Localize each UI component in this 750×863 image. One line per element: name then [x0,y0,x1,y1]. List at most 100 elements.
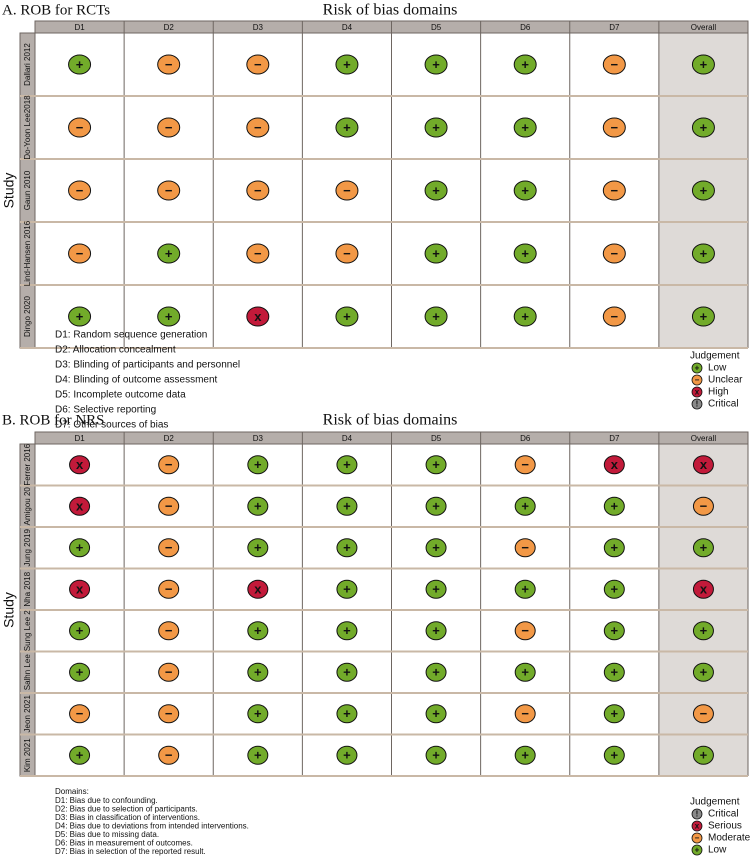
judgement-symbol: + [254,540,262,555]
study-label: Lind-Hansen 2016 [23,220,32,286]
judgement-symbol: − [165,748,173,763]
domain-note: D6: Selective reporting [55,405,156,416]
legend-title: Judgement [690,351,740,362]
judgement-dot [514,621,536,641]
judgement-dot [336,579,358,599]
judgement-dot [246,180,270,201]
judgement-dot [336,621,358,641]
judgement-dot [692,745,714,765]
judgement-dot [158,496,180,516]
panel-label: A. ROB for RCTs [2,2,110,18]
judgement-dot [335,117,359,138]
judgement-symbol: x [254,309,262,324]
judgement-symbol: + [432,582,440,597]
judgement-dot [69,538,91,558]
judgement-symbol: + [432,183,440,198]
judgement-symbol: + [343,706,351,721]
judgement-dot [69,455,91,475]
judgement-symbol: + [521,582,529,597]
judgement-dot [603,662,625,682]
judgement-symbol: − [76,706,84,721]
column-header: Overall [691,434,717,443]
judgement-dot [602,306,626,327]
legend-dot [691,374,703,386]
column-header: D4 [342,434,353,443]
judgement-symbol: + [76,309,84,324]
judgement-dot [247,496,269,516]
judgement-symbol: + [343,57,351,72]
judgement-symbol: + [432,623,440,638]
judgement-dot [513,54,537,75]
judgement-dot [603,455,625,475]
judgement-symbol: − [254,246,262,261]
domain-note: D2: Allocation concealment [55,345,176,356]
legend-dot [691,398,703,410]
legend-label: Serious [708,821,742,832]
judgement-symbol: + [432,246,440,261]
judgement-dot [336,704,358,724]
judgement-symbol: + [700,748,708,763]
judgement-symbol: + [521,665,529,680]
judgement-dot [602,117,626,138]
judgement-dot [68,306,92,327]
judgement-dot [247,662,269,682]
column-header: D2 [164,23,175,32]
judgement-dot [335,54,359,75]
judgement-dot [68,180,92,201]
judgement-symbol: − [165,120,173,135]
column-header: D1 [74,23,85,32]
judgement-symbol: + [521,499,529,514]
judgement-symbol: − [165,540,173,555]
legend-symbol: x [695,388,700,397]
column-header: D7 [609,23,620,32]
judgement-symbol: x [700,582,708,597]
judgement-dot [692,704,714,724]
judgement-symbol: + [611,706,619,721]
domain-note: D1: Bias due to confounding. [55,796,158,805]
legend-symbol: − [695,376,700,385]
study-label: Dingo 2020 [23,295,32,336]
judgement-dot [247,621,269,641]
judgement-symbol: + [343,120,351,135]
judgement-symbol: + [343,540,351,555]
judgement-dot [246,117,270,138]
judgement-dot [692,662,714,682]
judgement-dot [69,745,91,765]
judgement-symbol: − [165,665,173,680]
domain-note: D6: Bias in measurement of outcomes. [55,839,193,848]
judgement-symbol: + [432,120,440,135]
legend-symbol: ! [696,400,699,409]
judgement-dot [603,579,625,599]
judgement-dot [158,455,180,475]
panel-title: Risk of bias domains [323,412,458,429]
judgement-symbol: − [611,57,619,72]
judgement-symbol: + [611,540,619,555]
judgement-symbol: + [76,665,84,680]
judgement-symbol: + [521,309,529,324]
judgement-symbol: + [432,457,440,472]
judgement-dot [513,306,537,327]
judgement-dot [246,243,270,264]
study-label: Do-Yoon Lee2018 [23,95,32,160]
judgement-symbol: − [700,706,708,721]
judgement-dot [246,54,270,75]
judgement-symbol: + [254,748,262,763]
judgement-symbol: + [343,582,351,597]
judgement-dot [424,54,448,75]
domain-note: D5: Bias due to missing data. [55,830,159,839]
study-label: Gaun 2010 [23,170,32,210]
study-label: Dallari 2012 [23,43,32,86]
legend-dot [691,844,703,856]
judgement-symbol: + [611,748,619,763]
domain-note: D2: Bias due to selection of participant… [55,805,198,814]
judgement-dot [335,243,359,264]
judgement-dot [158,538,180,558]
judgement-symbol: + [76,623,84,638]
judgement-dot [514,662,536,682]
judgement-dot [425,538,447,558]
domain-note: D7: Other sources of bias [55,420,168,431]
judgement-symbol: + [343,665,351,680]
judgement-dot [158,621,180,641]
judgement-dot [425,496,447,516]
judgement-dot [336,745,358,765]
